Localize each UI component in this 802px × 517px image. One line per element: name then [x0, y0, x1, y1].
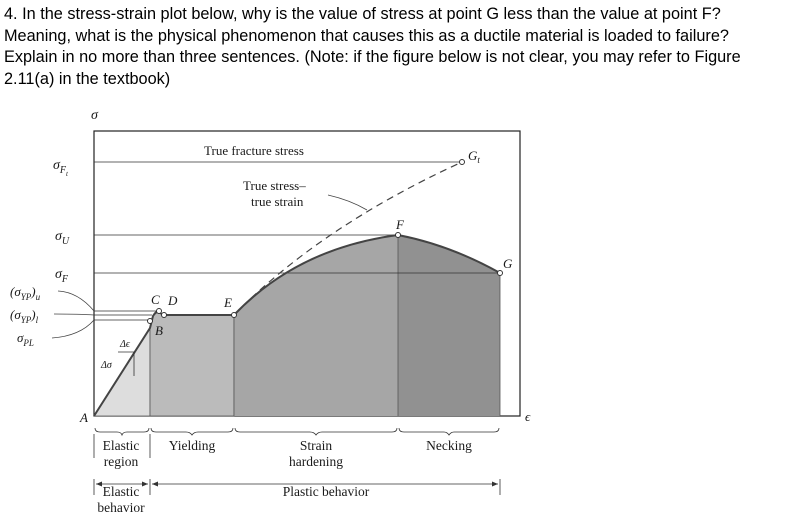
arrowhead [492, 481, 498, 487]
x-axis-symbol: ϵ [525, 409, 531, 424]
region-bracket-elastic [94, 427, 150, 437]
elastic-region-label: region [104, 454, 139, 469]
elastic-behavior-label: Elastic [103, 484, 140, 499]
plastic-behavior-label: Plastic behavior [283, 484, 370, 499]
delta-sigma-label: Δσ [100, 360, 113, 371]
sigma-f-label: σF [55, 267, 69, 285]
point-g-marker [497, 270, 503, 276]
strain-hardening-label: hardening [289, 454, 343, 469]
true-fracture-label: True fracture stress [204, 143, 304, 158]
leader-prop-limit [51, 319, 95, 339]
point-gt-label: Gt [468, 148, 480, 165]
question-line: 4. In the stress-strain plot below, why … [4, 5, 721, 23]
point-d-label: D [167, 293, 178, 308]
sigma-pl-label: σPL [17, 330, 34, 348]
delta-eps-label: Δϵ [119, 339, 131, 350]
question-line: Explain in no more than three sentences.… [4, 48, 741, 66]
y-axis-symbol: σ [91, 108, 99, 123]
point-f-label: F [395, 217, 405, 232]
strain-hardening-label: Strain [300, 438, 332, 453]
leader-yield-lower [53, 313, 95, 316]
point-f-marker [395, 232, 401, 238]
point-e-marker [231, 312, 237, 318]
yield-lower-label: (σYP)l [10, 307, 39, 325]
point-g-label: G [503, 256, 513, 271]
arrowhead [96, 481, 102, 487]
point-gt-marker [459, 159, 465, 165]
necking-label: Necking [426, 438, 472, 453]
question-line: 2.11(a) in the textbook) [4, 69, 171, 88]
slope-triangle [118, 351, 135, 376]
question-text: 4. In the stress-strain plot below, why … [4, 4, 800, 90]
elastic-behavior-label: behavior [97, 500, 145, 515]
leader-yield-upper [57, 290, 95, 312]
true-curve-label: True stress– [243, 178, 306, 193]
region-bracket-hardening [234, 427, 398, 436]
yielding-label: Yielding [169, 438, 216, 453]
question-line: Meaning, what is the physical phenomenon… [4, 26, 729, 45]
region-bracket-necking [398, 427, 500, 436]
true-curve-label: true strain [251, 194, 304, 209]
arrowhead [152, 481, 158, 487]
stress-strain-figure: σ ϵ A σFt σU σF (σYP)u (σYP)l σPL B C D … [10, 108, 531, 515]
point-e-label: E [223, 295, 232, 310]
point-b-label: B [155, 323, 163, 338]
necking-region-fill [398, 235, 500, 416]
elastic-region-label: Elastic [103, 438, 140, 453]
arrowhead [142, 481, 148, 487]
origin-label: A [79, 410, 88, 425]
point-c-label: C [151, 292, 160, 307]
point-b-marker [147, 318, 153, 324]
sigma-u-label: σU [55, 229, 70, 247]
yield-upper-label: (σYP)u [10, 284, 41, 302]
point-c-marker [156, 308, 162, 314]
point-d-marker [161, 312, 167, 318]
region-bracket-yielding [150, 427, 234, 436]
true-curve-label-leader [327, 194, 368, 211]
sigma-ft-label: σFt [53, 158, 69, 178]
